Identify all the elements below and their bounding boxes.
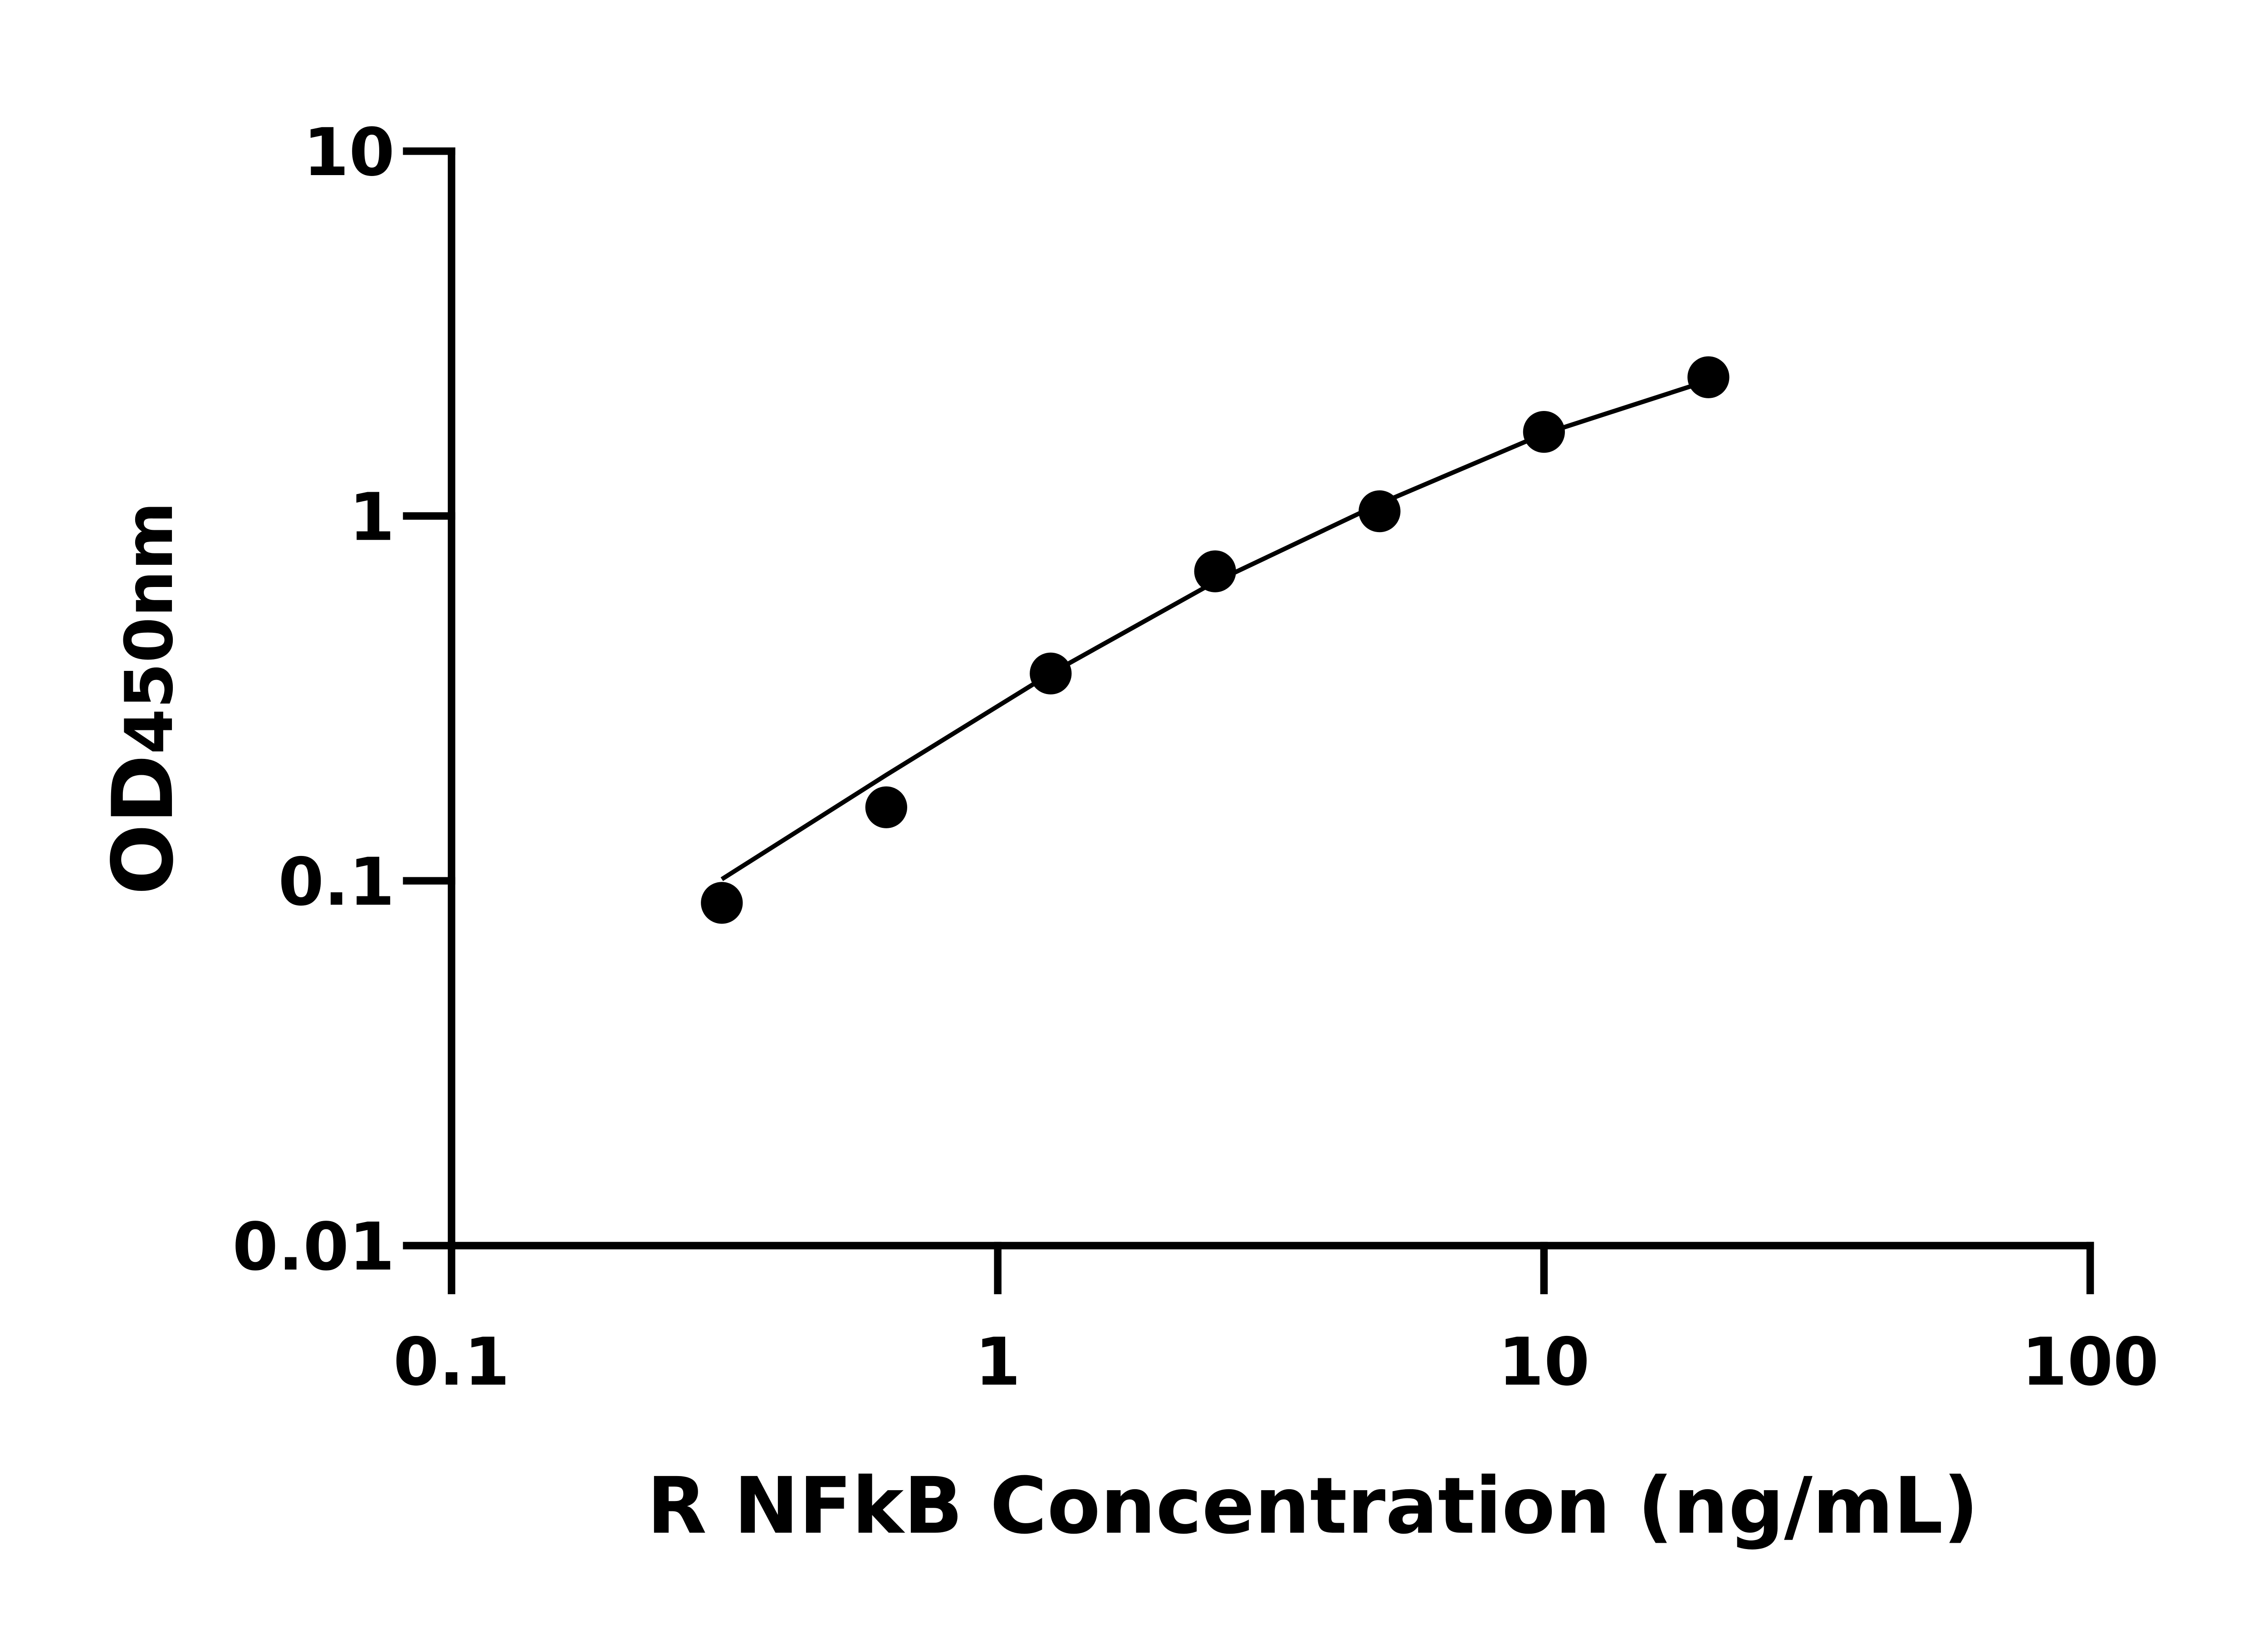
- y-tick-label: 0.1: [278, 844, 395, 920]
- y-axis-title: OD450nm: [94, 502, 192, 895]
- y-axis-title-main: OD: [94, 754, 192, 895]
- data-point: [1523, 411, 1565, 453]
- y-axis-title-sub: 450nm: [111, 502, 188, 754]
- data-point: [701, 882, 743, 924]
- data-point: [1687, 356, 1730, 398]
- data-point: [1194, 550, 1236, 592]
- x-tick-label: 0.1: [393, 1324, 510, 1401]
- x-tick-label: 10: [1498, 1324, 1590, 1401]
- y-tick-label: 10: [303, 114, 395, 191]
- y-tick-label: 0.01: [232, 1209, 395, 1286]
- x-axis-title: R NFkB Concentration (ng/mL): [647, 1461, 1979, 1551]
- y-tick-label: 1: [349, 479, 395, 556]
- x-tick-label: 100: [2022, 1324, 2159, 1401]
- data-point: [865, 786, 907, 828]
- data-point: [1359, 490, 1401, 533]
- data-point: [1030, 652, 1072, 694]
- x-tick-label: 1: [975, 1324, 1021, 1401]
